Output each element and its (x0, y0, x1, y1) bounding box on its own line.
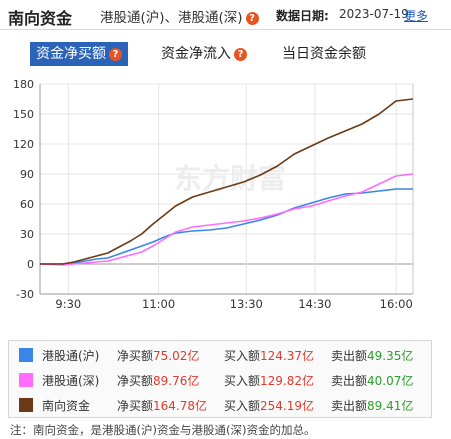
sell-value: 40.07亿 (367, 374, 414, 388)
header: 南向资金 港股通(沪)、港股通(深)? 数据日期: 2023-07-19 更多 (0, 0, 451, 30)
legend-name: 港股通(深) (42, 374, 100, 388)
tab-net-buy-label: 资金净买额 (36, 46, 106, 62)
legend-row: 港股通(沪) 净买额75.02亿 买入额124.37亿 卖出额49.35亿 (9, 342, 433, 367)
help-icon[interactable]: ? (109, 48, 122, 61)
help-icon[interactable]: ? (234, 48, 247, 61)
sell-label: 卖出额 (331, 374, 368, 388)
net-buy-value: 164.78亿 (153, 399, 208, 413)
net-buy: 净买额89.76亿 (117, 372, 199, 389)
net-buy-label: 净买额 (117, 399, 154, 413)
x-tick-label: 16:00 (380, 297, 413, 310)
legend-swatch (19, 348, 33, 362)
series-line (40, 98, 414, 265)
buy-amount: 买入额124.37亿 (224, 347, 314, 364)
legend-swatch (19, 373, 33, 387)
net-buy-value: 75.02亿 (153, 349, 200, 363)
tab-bar: 资金净买额? 资金净流入? 当日资金余额 (30, 42, 420, 66)
footnote: 注：南向资金，是港股通(沪)资金与港股通(深)资金的加总。 (10, 423, 316, 437)
legend-swatch (19, 398, 33, 412)
y-tick-label: 150 (13, 108, 34, 121)
y-tick-label: 120 (13, 138, 34, 151)
more-link[interactable]: 更多 (404, 9, 429, 23)
date-label: 数据日期: (276, 9, 329, 23)
sell-amount: 卖出额49.35亿 (331, 347, 413, 364)
net-buy-label: 净买额 (117, 349, 154, 363)
net-buy: 净买额75.02亿 (117, 347, 199, 364)
sell-label: 卖出额 (331, 349, 368, 363)
sell-value: 89.41亿 (367, 399, 414, 413)
x-tick-label: 9:30 (55, 297, 81, 310)
line-chart: -30 0 30 60 90 120 150 180 9:30 11:00 13:30 14:30 16… (13, 78, 414, 310)
page-title: 南向资金 (8, 9, 73, 28)
legend-row: 南向资金 净买额164.78亿 买入额254.19亿 卖出额89.41亿 (9, 392, 433, 417)
buy-value: 254.19亿 (260, 399, 315, 413)
buy-value: 124.37亿 (260, 349, 315, 363)
buy-label: 买入额 (224, 374, 261, 388)
buy-value: 129.82亿 (260, 374, 315, 388)
page-subtitle-text: 港股通(沪)、港股通(深) (100, 10, 243, 26)
sell-amount: 卖出额40.07亿 (331, 372, 413, 389)
y-tick-label: 180 (13, 78, 34, 91)
buy-amount: 买入额129.82亿 (224, 372, 314, 389)
tab-balance[interactable]: 当日资金余额 (282, 42, 366, 66)
y-tick-label: -30 (16, 288, 34, 301)
help-icon[interactable]: ? (245, 12, 259, 25)
series-line (39, 173, 414, 266)
net-buy-value: 89.76亿 (153, 374, 200, 388)
series-line (40, 188, 413, 265)
tab-net-inflow[interactable]: 资金净流入? (161, 42, 247, 66)
legend-name: 港股通(沪) (42, 349, 100, 363)
legend-row: 港股通(深) 净买额89.76亿 买入额129.82亿 卖出额40.07亿 (9, 367, 433, 392)
x-tick-label: 14:30 (298, 297, 331, 310)
tab-balance-label: 当日资金余额 (282, 46, 366, 62)
tab-net-inflow-label: 资金净流入 (161, 46, 231, 62)
tab-net-buy[interactable]: 资金净买额? (30, 42, 128, 66)
y-tick-label: 30 (20, 228, 34, 241)
x-tick-label: 11:00 (142, 297, 175, 310)
net-buy-label: 净买额 (117, 374, 154, 388)
date-value: 2023-07-19 (339, 7, 409, 21)
buy-label: 买入额 (224, 349, 261, 363)
buy-amount: 买入额254.19亿 (224, 397, 314, 414)
buy-label: 买入额 (224, 399, 261, 413)
legend-name: 南向资金 (42, 399, 91, 413)
sell-label: 卖出额 (331, 399, 368, 413)
x-tick-label: 13:30 (230, 297, 263, 310)
sell-amount: 卖出额89.41亿 (331, 397, 413, 414)
sell-value: 49.35亿 (367, 349, 414, 363)
y-tick-label: 60 (20, 198, 34, 211)
y-tick-label: 90 (20, 168, 34, 181)
legend-table: 港股通(沪) 净买额75.02亿 买入额124.37亿 卖出额49.35亿 港股… (8, 340, 432, 418)
page-subtitle: 港股通(沪)、港股通(深)? (100, 6, 259, 26)
watermark: 东方财富 (174, 162, 286, 195)
net-buy: 净买额164.78亿 (117, 397, 207, 414)
y-tick-label: 0 (27, 258, 34, 271)
